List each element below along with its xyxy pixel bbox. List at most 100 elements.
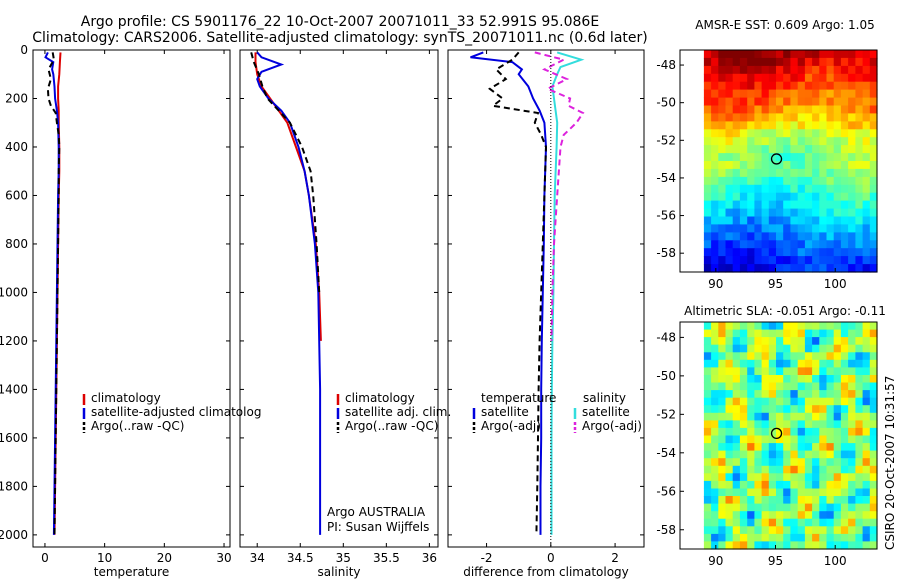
- map-cell: [768, 397, 777, 406]
- map-cell: [790, 200, 799, 210]
- map-cell: [797, 89, 806, 99]
- map-cell: [797, 465, 806, 474]
- map-cell: [725, 248, 734, 257]
- map-cell: [776, 322, 784, 331]
- map-cell: [747, 50, 755, 59]
- legend-label: satellite adj. clim.: [345, 405, 451, 419]
- map-cell: [804, 427, 813, 437]
- map-cell: [768, 503, 777, 512]
- map-cell: [725, 533, 734, 543]
- map-cell: [747, 533, 755, 543]
- map-cell: [761, 337, 770, 346]
- map-cell: [703, 488, 712, 497]
- map-cell: [703, 161, 712, 170]
- map-cell: [826, 352, 835, 361]
- map-cell: [776, 129, 784, 138]
- map-cell: [761, 129, 770, 138]
- map-cell: [776, 224, 784, 233]
- map-cell: [833, 121, 842, 130]
- map-cell: [862, 337, 871, 346]
- map-cell: [768, 541, 777, 550]
- map-cell: [718, 121, 727, 130]
- y-tick-label: 1800: [0, 479, 28, 493]
- map-cell: [739, 224, 748, 233]
- map-cell: [804, 465, 813, 474]
- map-cell: [869, 65, 878, 75]
- map-cell: [761, 435, 770, 444]
- map-cell: [819, 427, 828, 437]
- map-cell: [703, 137, 712, 146]
- map-cell: [761, 248, 770, 257]
- map-cell: [732, 420, 741, 429]
- map-cell: [812, 89, 820, 99]
- map-cell: [804, 137, 813, 146]
- map-cell: [747, 105, 755, 114]
- map-cell: [797, 264, 806, 273]
- map-cell: [739, 121, 748, 130]
- map-cell: [819, 216, 828, 225]
- map-cell: [768, 329, 777, 338]
- map-cell: [869, 390, 878, 399]
- map-cell: [790, 216, 799, 225]
- map-y-tick-label: -56: [656, 484, 676, 498]
- map-cell: [754, 161, 763, 170]
- map-cell: [761, 533, 770, 543]
- map-x-tick-label: 95: [768, 277, 783, 291]
- map-cell: [739, 352, 748, 361]
- map-cell: [703, 496, 712, 505]
- map-cell: [862, 248, 871, 257]
- map-cell: [855, 240, 864, 249]
- map-cell: [761, 367, 770, 376]
- map-cell: [747, 200, 755, 210]
- map-cell: [840, 57, 849, 67]
- map-cell: [761, 208, 770, 218]
- map-cell: [783, 405, 791, 414]
- map-cell: [790, 50, 799, 59]
- map-cell: [703, 322, 712, 331]
- map-cell: [848, 232, 856, 241]
- map-cell: [776, 496, 784, 505]
- map-cell: [747, 496, 755, 505]
- map-cell: [754, 200, 763, 210]
- map-cell: [732, 496, 741, 505]
- map-cell: [819, 337, 828, 346]
- map-cell: [855, 443, 864, 452]
- map-cell: [754, 329, 763, 338]
- map-cell: [739, 248, 748, 257]
- map-cell: [718, 50, 727, 59]
- map-cell: [776, 390, 784, 399]
- map-cell: [797, 113, 806, 122]
- map-cell: [768, 168, 777, 178]
- profile-panel-1: 0 10 20 30 temperature 0 200 400 600 800 1000 1200 1…: [0, 43, 232, 579]
- map-cell: [790, 435, 799, 444]
- map-cell: [812, 405, 820, 414]
- map-cell: [819, 526, 828, 535]
- map-cell: [848, 161, 856, 170]
- map-cell: [826, 153, 835, 162]
- map-cell: [783, 465, 791, 474]
- map-cell: [869, 518, 878, 527]
- map-cell: [869, 337, 878, 346]
- map-cell: [739, 89, 748, 99]
- map-cell: [840, 496, 849, 505]
- legend-label: Argo(..raw -QC): [91, 419, 184, 433]
- map-cell: [703, 232, 712, 241]
- map-cell: [826, 248, 835, 257]
- map-cell: [725, 105, 734, 114]
- map-cell: [761, 161, 770, 170]
- map-cell: [747, 473, 755, 482]
- map-cell: [747, 65, 755, 75]
- map-cell: [776, 344, 784, 353]
- map-cell: [840, 450, 849, 459]
- map-cell: [783, 248, 791, 257]
- map-cell: [725, 496, 734, 505]
- map-cell: [848, 248, 856, 257]
- map-cell: [761, 137, 770, 146]
- map-cell: [732, 248, 741, 257]
- map-cell: [768, 420, 777, 429]
- map-cell: [804, 113, 813, 122]
- map-cell: [804, 420, 813, 429]
- map-cell: [739, 427, 748, 437]
- map-cell: [754, 50, 763, 59]
